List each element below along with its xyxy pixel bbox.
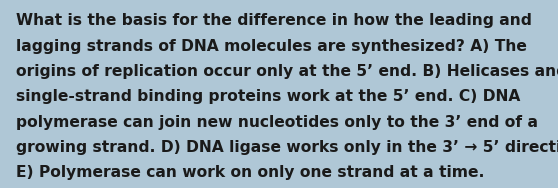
Text: E) Polymerase can work on only one strand at a time.: E) Polymerase can work on only one stran… <box>16 165 484 180</box>
Text: polymerase can join new nucleotides only to the 3’ end of a: polymerase can join new nucleotides only… <box>16 115 537 130</box>
Text: lagging strands of DNA molecules are synthesized? A) The: lagging strands of DNA molecules are syn… <box>16 39 527 54</box>
Text: origins of replication occur only at the 5’ end. B) Helicases and: origins of replication occur only at the… <box>16 64 558 79</box>
Text: What is the basis for the difference in how the leading and: What is the basis for the difference in … <box>16 13 532 28</box>
Text: growing strand. D) DNA ligase works only in the 3’ → 5’ direction.: growing strand. D) DNA ligase works only… <box>16 140 558 155</box>
Text: single-strand binding proteins work at the 5’ end. C) DNA: single-strand binding proteins work at t… <box>16 89 520 104</box>
